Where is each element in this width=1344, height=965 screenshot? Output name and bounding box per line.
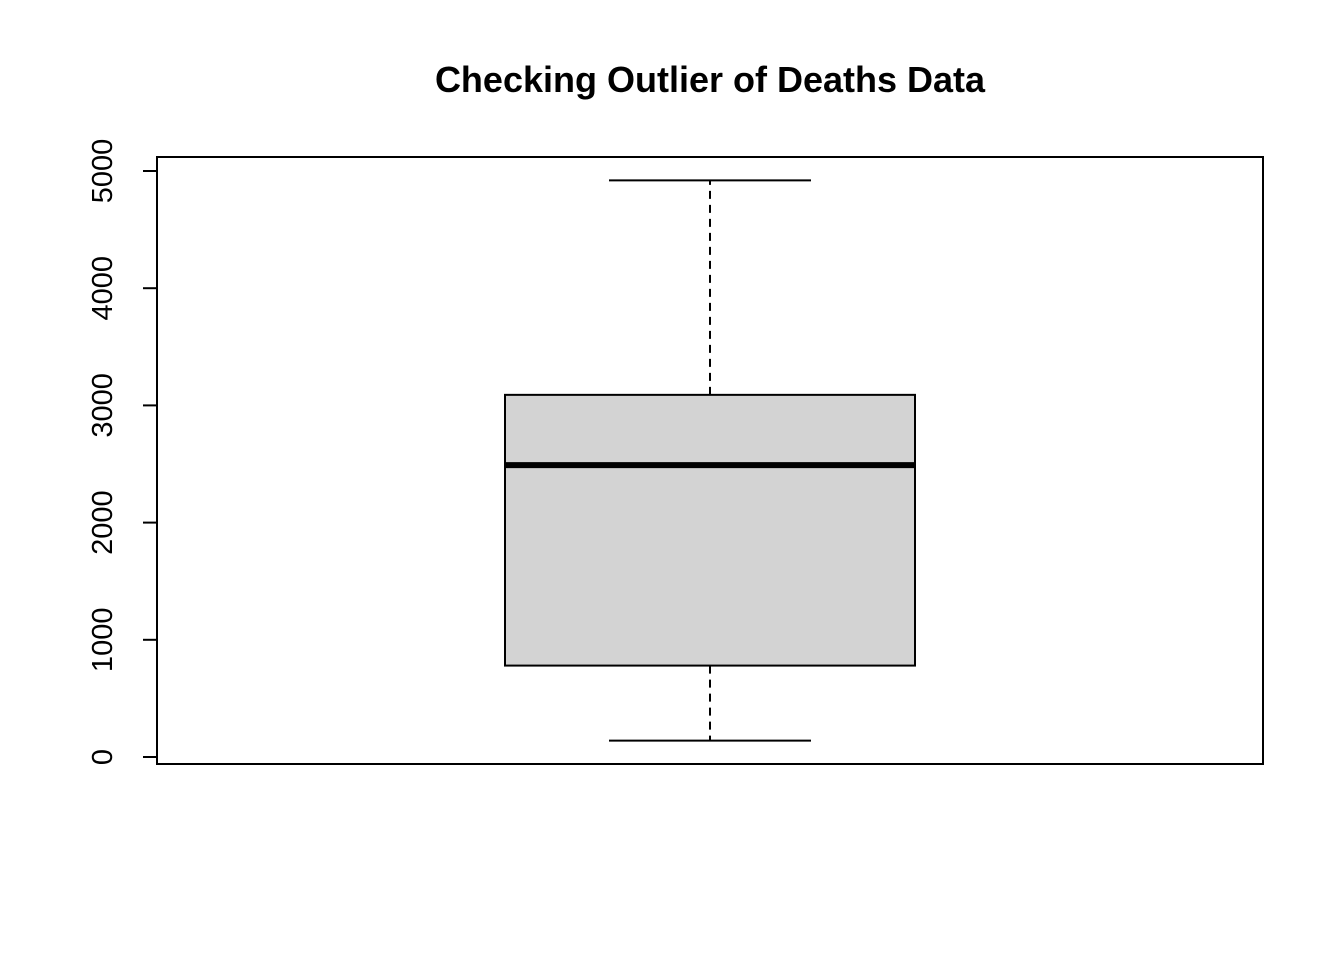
y-tick-label: 2000: [87, 490, 119, 555]
box-marks: [504, 179, 916, 742]
interquartile-box: [504, 393, 916, 667]
y-tick-label: 4000: [87, 256, 119, 321]
y-tick-label: 0: [87, 749, 119, 765]
y-tick-label: 3000: [87, 373, 119, 438]
y-tick-label: 1000: [87, 608, 119, 673]
chart-title: Checking Outlier of Deaths Data: [435, 59, 986, 100]
plot-frame: [156, 156, 1264, 765]
y-axis: 0 1000 2000 3000 4000 5000: [87, 139, 157, 765]
y-tick-label: 5000: [87, 139, 119, 204]
